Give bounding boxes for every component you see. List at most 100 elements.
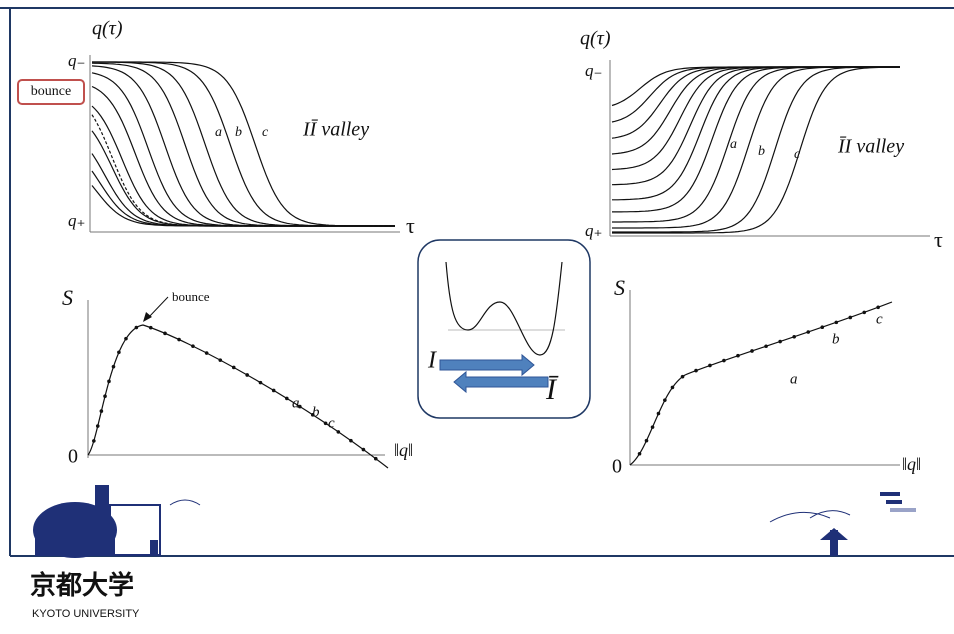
campus-silhouette [33, 485, 916, 558]
y-top-label: q₋ [585, 61, 602, 80]
sample-dot [876, 305, 880, 309]
sample-dot [218, 358, 222, 362]
sample-dot [285, 397, 289, 401]
curve-label: b [312, 404, 320, 420]
sample-dot [112, 365, 116, 369]
sample-dot [722, 359, 726, 363]
trajectory [92, 62, 395, 226]
y-top-label: q₋ [68, 51, 85, 70]
action-curve [88, 325, 388, 468]
sample-dot [103, 394, 107, 398]
curve-label: c [794, 147, 801, 162]
panel-top-right: q(τ) q₋ q₊ a b c ĪI valley τ [580, 28, 943, 252]
sample-dot [657, 412, 661, 416]
arrow-head [143, 312, 152, 322]
sample-dot [163, 332, 167, 336]
inset-box [418, 240, 590, 418]
arrow [148, 297, 168, 318]
sample-dot [92, 439, 96, 443]
sample-dot [259, 381, 263, 385]
trajectory [92, 62, 395, 226]
panel-bottom-right: S 0 a b c ‖q‖ [612, 275, 921, 478]
origin-label: 0 [68, 446, 78, 468]
annotation: IĪ valley [302, 119, 369, 141]
curve-label: a [215, 125, 222, 140]
slide: q(τ) q₋ q₊ bounce a b c IĪ valley τ q(τ)… [0, 0, 954, 634]
sample-dot [834, 321, 838, 325]
trajectory [612, 67, 900, 106]
sample-dot [117, 351, 121, 355]
left-label: I [427, 348, 437, 374]
sample-dot [681, 375, 685, 379]
trajectory [92, 62, 395, 226]
sample-dot [671, 386, 675, 390]
sample-dot [124, 337, 128, 341]
sample-dot [806, 330, 810, 334]
sample-dot [324, 422, 328, 426]
y-label: S [62, 285, 73, 310]
center-inset: I Ī [418, 240, 590, 418]
university-name-en: KYOTO UNIVERSITY [32, 608, 140, 620]
origin-label: 0 [612, 456, 622, 478]
curve-label: c [328, 415, 335, 431]
birds [170, 500, 850, 522]
panel-top-left: q(τ) q₋ q₊ bounce a b c IĪ valley τ [18, 18, 415, 238]
curves [92, 62, 395, 226]
x-label: τ [934, 227, 943, 252]
arrow-label: bounce [172, 289, 210, 304]
sample-dot [848, 316, 852, 320]
curve-label: b [832, 331, 840, 347]
sample-dot [736, 354, 740, 358]
trajectory [92, 87, 395, 227]
sample-dot [245, 373, 249, 377]
sample-dot [862, 311, 866, 315]
trajectory [92, 66, 395, 226]
curve-label: a [790, 371, 798, 387]
dots [92, 326, 378, 461]
sample-dot [708, 364, 712, 368]
sample-dot [96, 424, 100, 428]
sample-dot [135, 326, 139, 330]
x-label: τ [406, 213, 415, 238]
curve-label: a [292, 395, 300, 411]
sample-dot [694, 369, 698, 373]
trajectory [92, 154, 395, 226]
sample-dot [750, 349, 754, 353]
curve-label: c [876, 311, 883, 327]
sample-dot [272, 389, 276, 393]
sample-dot [191, 344, 195, 348]
sample-dot [663, 398, 667, 402]
x-label: ‖q‖ [902, 454, 921, 474]
sample-dot [374, 457, 378, 461]
sample-dot [349, 439, 353, 443]
sample-dot [337, 430, 341, 434]
sample-dot [778, 340, 782, 344]
trajectory [612, 67, 900, 185]
sample-dot [205, 351, 209, 355]
trajectory [92, 63, 395, 226]
sample-dot [100, 409, 104, 413]
sample-dot [764, 344, 768, 348]
sample-dot [645, 439, 649, 443]
x-label: ‖q‖ [394, 440, 413, 460]
dots [638, 305, 880, 455]
y-label: q(τ) [580, 28, 611, 50]
sample-dot [651, 425, 655, 429]
y-label: q(τ) [92, 18, 123, 40]
action-curve [630, 302, 892, 465]
curve-label: b [758, 144, 765, 159]
trajectory [92, 73, 395, 226]
curve-label: a [730, 137, 737, 152]
curve-label: c [262, 125, 269, 140]
y-bottom-label: q₊ [68, 211, 85, 230]
panel-bottom-left: S 0 bounce a b c ‖q‖ [62, 285, 413, 468]
marker-label: bounce [31, 84, 71, 99]
trajectory [92, 131, 395, 226]
sample-dot [820, 325, 824, 329]
sample-dot [232, 366, 236, 370]
sample-dot [792, 335, 796, 339]
sample-dot [638, 452, 642, 456]
sample-dot [177, 338, 181, 342]
university-name: 京都大学 [30, 570, 134, 600]
y-bottom-label: q₊ [585, 221, 602, 240]
